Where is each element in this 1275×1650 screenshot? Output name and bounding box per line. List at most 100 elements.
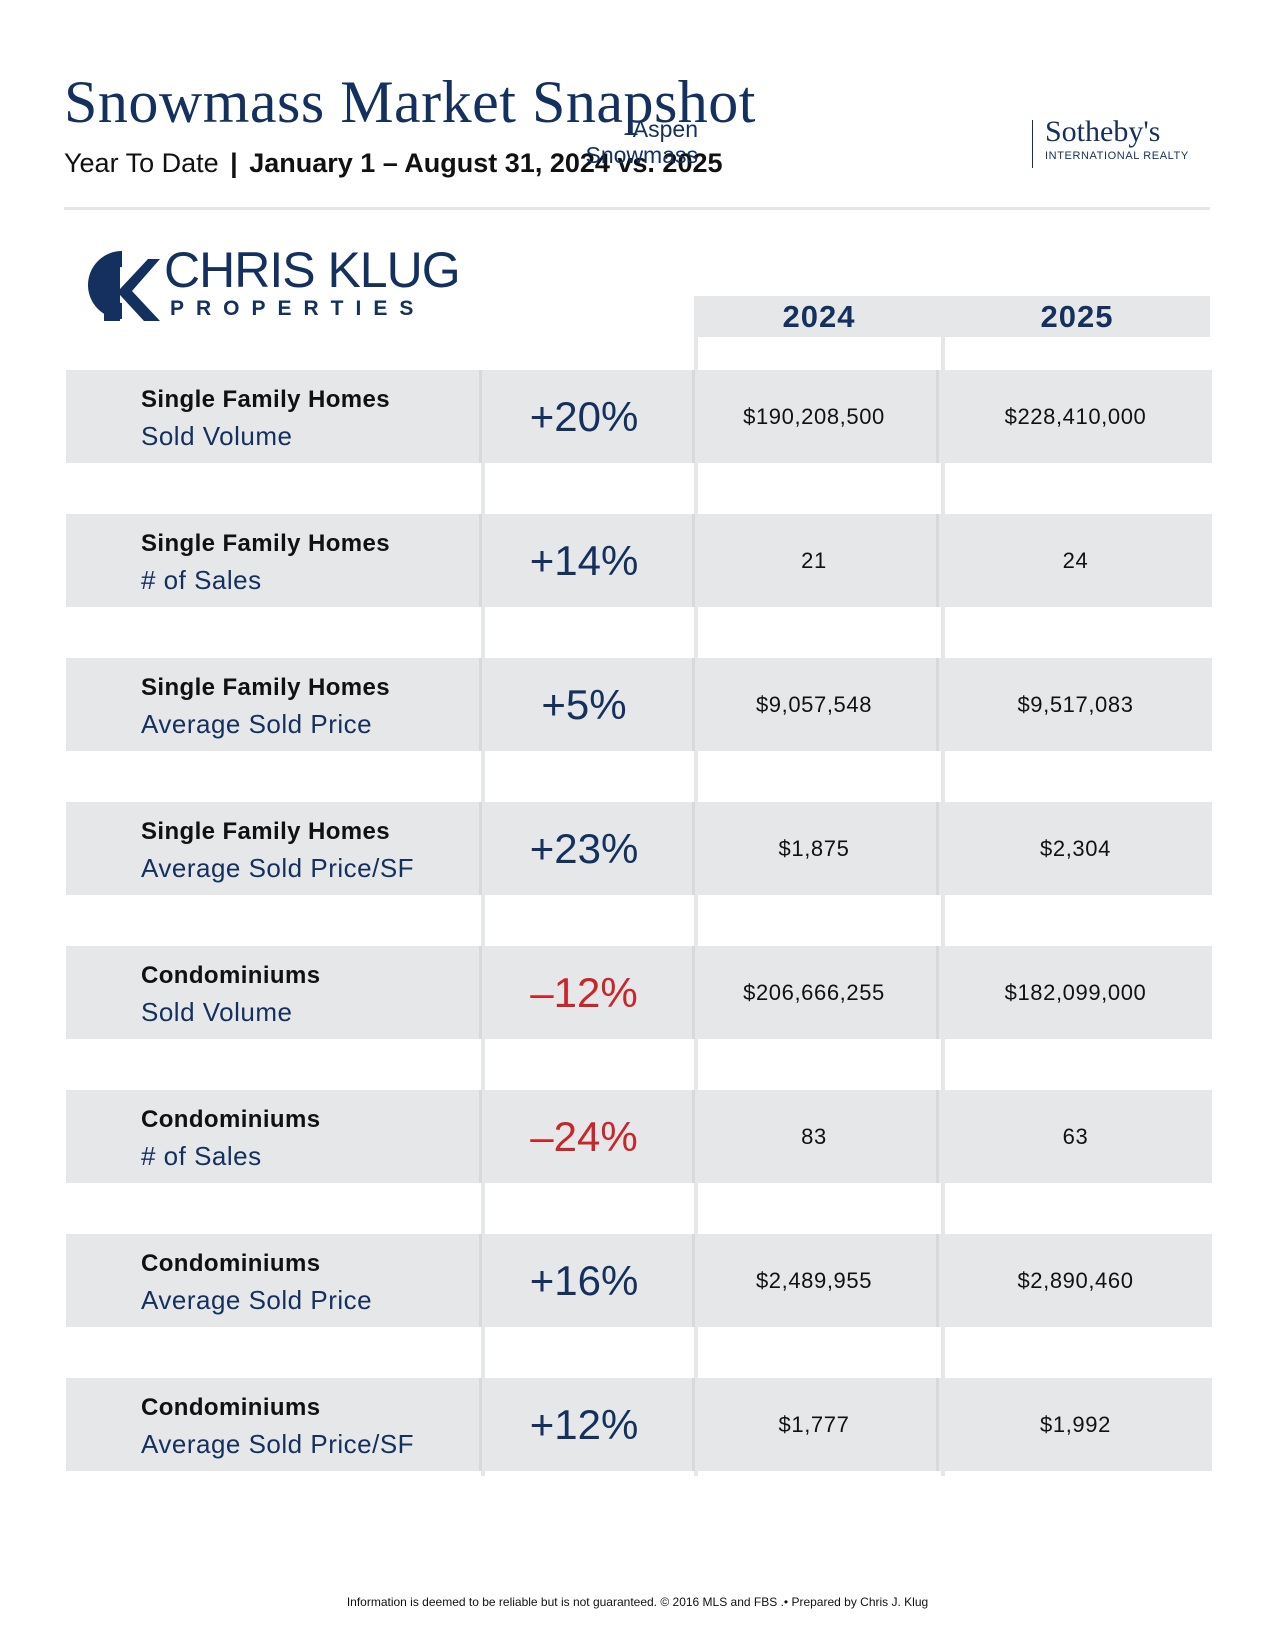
row-category: Condominiums — [141, 1394, 321, 1421]
row-category: Single Family Homes — [141, 386, 391, 413]
brokerage-brand-name: Sotheby's — [1045, 115, 1161, 148]
row-category: Single Family Homes — [141, 674, 391, 701]
row-metric: # of Sales — [141, 1141, 262, 1171]
row-metric: Average Sold Price/SF — [141, 853, 415, 883]
row-label: Condominiums Sold Volume — [141, 958, 320, 1030]
value-2025: $2,304 — [1040, 836, 1111, 861]
table-row: Condominiums # of Sales –24% 83 63 — [66, 1090, 1212, 1183]
cell-divider — [936, 658, 939, 751]
row-label: Condominiums Average Sold Price — [141, 1246, 372, 1318]
row-category: Condominiums — [141, 1106, 321, 1133]
value-2024: 21 — [801, 548, 827, 573]
cell-divider — [936, 1090, 939, 1183]
table-row: Condominiums Sold Volume –12% $206,666,2… — [66, 946, 1212, 1039]
column-divider — [481, 370, 485, 1476]
value-2025: 63 — [1062, 1124, 1089, 1149]
row-category: Single Family Homes — [141, 818, 391, 845]
percent-change: +20% — [529, 393, 639, 440]
cell-divider — [936, 514, 939, 607]
cell-divider — [936, 1378, 939, 1471]
percent-change: +5% — [541, 681, 627, 728]
value-2024: $190,208,500 — [743, 404, 885, 429]
value-2025: $2,890,460 — [1017, 1268, 1134, 1293]
value-2025: $182,099,000 — [1004, 980, 1147, 1005]
value-2024: $2,489,955 — [755, 1268, 873, 1293]
header-rule — [64, 207, 1210, 210]
cell-divider — [936, 1234, 939, 1327]
row-label: Single Family Homes Sold Volume — [141, 382, 390, 454]
cell-divider — [479, 1234, 482, 1327]
cell-divider — [692, 802, 695, 895]
row-metric: Sold Volume — [141, 421, 293, 451]
table-row: Condominiums Average Sold Price/SF +12% … — [66, 1378, 1212, 1471]
row-metric: Average Sold Price/SF — [141, 1429, 415, 1459]
row-label: Condominiums Average Sold Price/SF — [141, 1390, 414, 1462]
value-2024: $1,777 — [778, 1412, 850, 1437]
cell-divider — [479, 658, 482, 751]
page-subtitle: Year To Date | January 1 – August 31, 20… — [64, 148, 723, 179]
table-row: Condominiums Average Sold Price +16% $2,… — [66, 1234, 1212, 1327]
cell-divider — [479, 802, 482, 895]
row-metric: Average Sold Price — [141, 709, 373, 739]
cell-divider — [936, 946, 939, 1039]
value-2024: $206,666,255 — [743, 980, 885, 1005]
percent-change: +12% — [529, 1401, 639, 1448]
cell-divider — [479, 514, 482, 607]
value-2025: $1,992 — [1040, 1412, 1111, 1437]
subtitle-prefix: Year To Date — [64, 148, 219, 178]
row-label: Condominiums # of Sales — [141, 1102, 320, 1174]
row-category: Condominiums — [141, 1250, 321, 1277]
agent-logo: CHRIS KLUG PROPERTIES — [64, 245, 461, 325]
agent-logo-sub: PROPERTIES — [170, 297, 426, 320]
column-header-2024: 2024 — [697, 296, 941, 337]
ck-monogram-icon — [87, 251, 160, 321]
row-category: Single Family Homes — [141, 530, 391, 557]
brokerage-brand-sub: INTERNATIONAL REALTY — [1045, 150, 1189, 162]
cell-divider — [692, 1234, 695, 1327]
page-title: Snowmass Market Snapshot — [64, 69, 756, 135]
brokerage-place-line2: Snowmass — [585, 142, 698, 168]
cell-divider — [479, 1378, 482, 1471]
value-2024: 83 — [801, 1124, 827, 1149]
brokerage-place: Aspen Snowmass — [586, 116, 698, 168]
row-metric: Sold Volume — [141, 997, 293, 1027]
cell-divider — [692, 1090, 695, 1183]
row-label: Single Family Homes Average Sold Price/S… — [141, 814, 414, 886]
row-metric: # of Sales — [141, 565, 262, 595]
percent-change: –12% — [530, 969, 638, 1016]
row-category: Condominiums — [141, 962, 321, 989]
brokerage-place-line1: Aspen — [632, 116, 698, 142]
disclaimer-footer: Information is deemed to be reliable but… — [346, 1595, 929, 1609]
row-label: Single Family Homes Average Sold Price — [141, 670, 390, 742]
value-2024: $9,057,548 — [755, 692, 873, 717]
cell-divider — [692, 658, 695, 751]
subtitle-dates: January 1 – August 31, 2024 vs. 2025 — [249, 148, 723, 178]
cell-divider — [692, 1378, 695, 1471]
value-2025: 24 — [1062, 548, 1089, 573]
cell-divider — [692, 946, 695, 1039]
table-row: Single Family Homes Average Sold Price +… — [66, 658, 1212, 751]
cell-divider — [936, 802, 939, 895]
cell-divider — [936, 370, 939, 463]
brokerage-divider — [1032, 120, 1033, 168]
percent-change: +14% — [529, 537, 639, 584]
brokerage-brand: Sotheby's INTERNATIONAL REALTY — [1045, 115, 1189, 163]
percent-change: +16% — [529, 1257, 639, 1304]
percent-change: –24% — [530, 1113, 638, 1160]
cell-divider — [692, 514, 695, 607]
cell-divider — [479, 946, 482, 1039]
percent-change: +23% — [529, 825, 639, 872]
table-row: Single Family Homes # of Sales +14% 21 2… — [66, 514, 1212, 607]
cell-divider — [479, 1090, 482, 1183]
table-row: Single Family Homes Average Sold Price/S… — [66, 802, 1212, 895]
value-2025: $9,517,083 — [1017, 692, 1134, 717]
value-2024: $1,875 — [778, 836, 850, 861]
cell-divider — [479, 370, 482, 463]
subtitle-separator: | — [230, 148, 238, 178]
cell-divider — [692, 370, 695, 463]
agent-logo-name: CHRIS KLUG — [164, 242, 461, 298]
column-header-2025: 2025 — [944, 296, 1210, 337]
row-metric: Average Sold Price — [141, 1285, 373, 1315]
row-label: Single Family Homes # of Sales — [141, 526, 390, 598]
table-row: Single Family Homes Sold Volume +20% $19… — [66, 370, 1212, 463]
